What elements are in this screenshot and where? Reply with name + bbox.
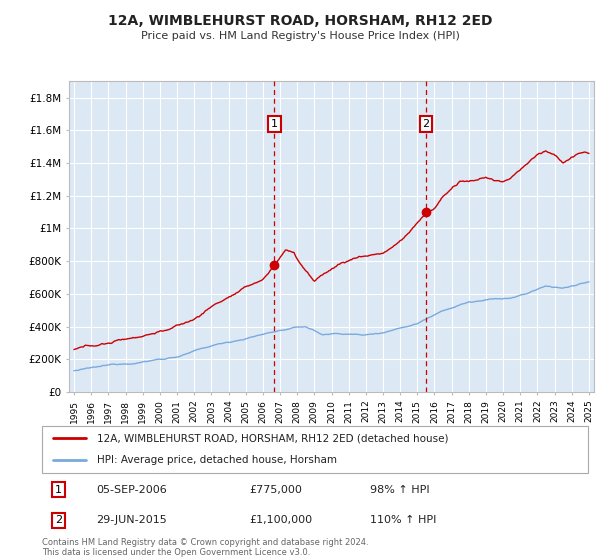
Text: 110% ↑ HPI: 110% ↑ HPI <box>370 515 436 525</box>
Text: Price paid vs. HM Land Registry's House Price Index (HPI): Price paid vs. HM Land Registry's House … <box>140 31 460 41</box>
Text: 05-SEP-2006: 05-SEP-2006 <box>97 484 167 494</box>
Text: Contains HM Land Registry data © Crown copyright and database right 2024.
This d: Contains HM Land Registry data © Crown c… <box>42 538 368 557</box>
Text: 2: 2 <box>422 119 430 129</box>
Text: 98% ↑ HPI: 98% ↑ HPI <box>370 484 429 494</box>
Text: 12A, WIMBLEHURST ROAD, HORSHAM, RH12 2ED: 12A, WIMBLEHURST ROAD, HORSHAM, RH12 2ED <box>108 14 492 28</box>
Text: 1: 1 <box>55 484 62 494</box>
Text: £1,100,000: £1,100,000 <box>250 515 313 525</box>
Text: HPI: Average price, detached house, Horsham: HPI: Average price, detached house, Hors… <box>97 455 337 465</box>
Text: 29-JUN-2015: 29-JUN-2015 <box>97 515 167 525</box>
Text: 1: 1 <box>271 119 278 129</box>
Text: 2: 2 <box>55 515 62 525</box>
Text: 12A, WIMBLEHURST ROAD, HORSHAM, RH12 2ED (detached house): 12A, WIMBLEHURST ROAD, HORSHAM, RH12 2ED… <box>97 433 448 444</box>
Text: £775,000: £775,000 <box>250 484 302 494</box>
